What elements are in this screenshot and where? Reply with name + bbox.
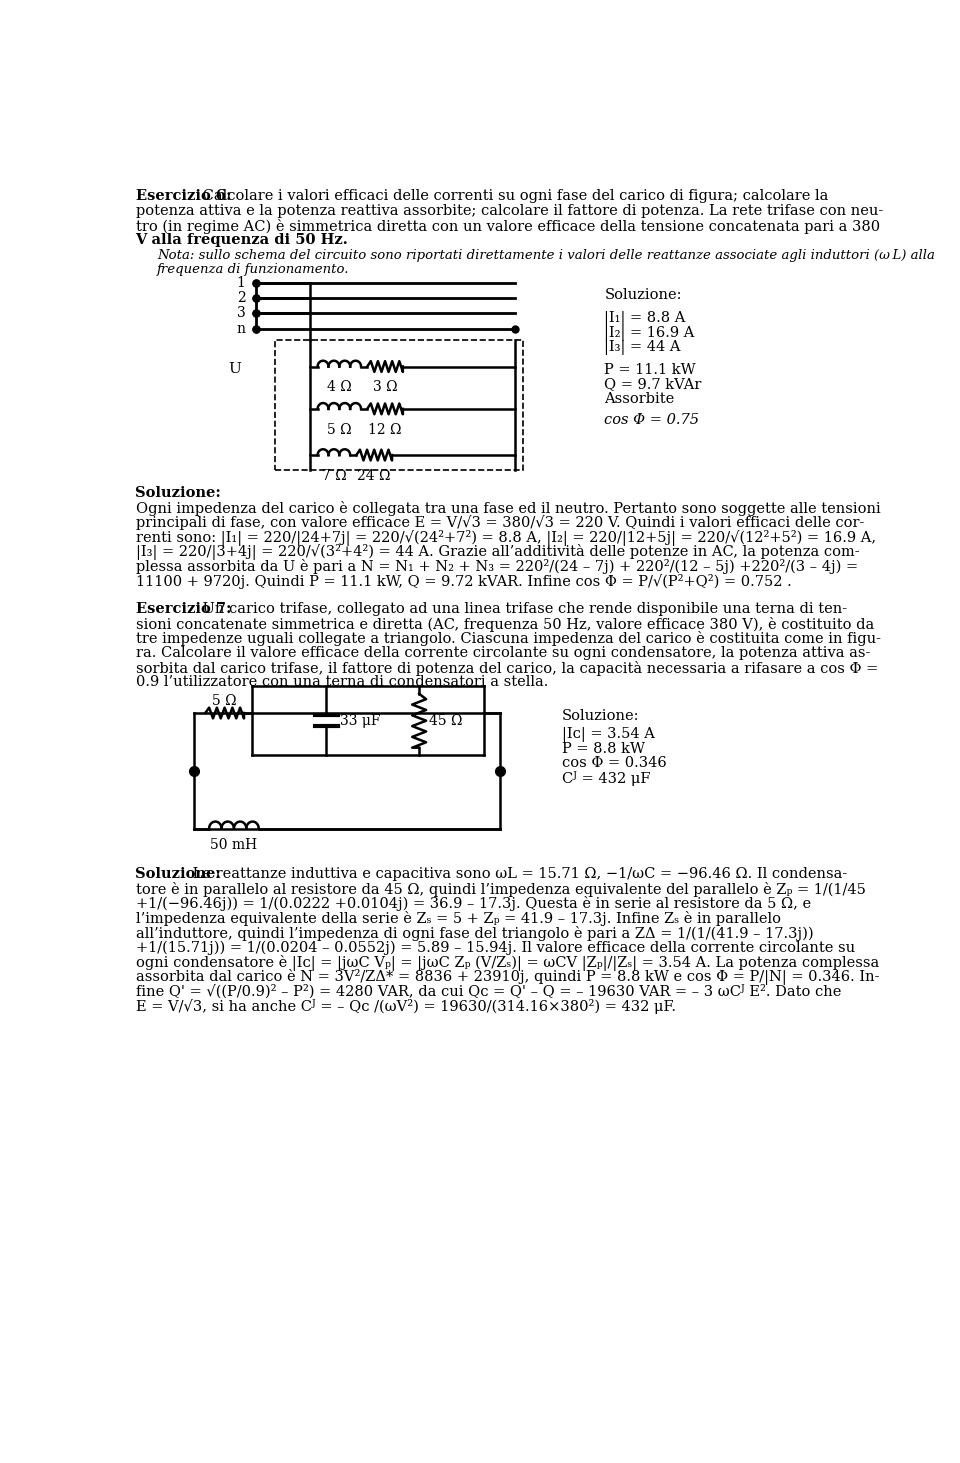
- Text: 24 Ω: 24 Ω: [357, 470, 391, 483]
- Text: 45 Ω: 45 Ω: [429, 714, 463, 727]
- Text: cos Φ = 0.75: cos Φ = 0.75: [605, 413, 700, 427]
- Text: assorbita dal carico è N = 3V²/ZΔ* = 8836 + 23910j, quindi P = 8.8 kW e cos Φ = : assorbita dal carico è N = 3V²/ZΔ* = 883…: [135, 970, 879, 986]
- Text: P = 8.8 kW: P = 8.8 kW: [562, 742, 645, 755]
- Text: fine Q' = √((P/0.9)² – P²) = 4280 VAR, da cui Qᴄ = Q' – Q = – 19630 VAR = – 3 ωC: fine Q' = √((P/0.9)² – P²) = 4280 VAR, d…: [135, 985, 841, 998]
- Text: tore è in parallelo al resistore da 45 Ω, quindi l’impedenza equivalente del par: tore è in parallelo al resistore da 45 Ω…: [135, 882, 865, 897]
- Text: potenza attiva e la potenza reattiva assorbite; calcolare il fattore di potenza.: potenza attiva e la potenza reattiva ass…: [135, 203, 883, 218]
- Text: plessa assorbita da U è pari a N = N₁ + N₂ + N₃ = 220²/(24 – 7j) + 220²/(12 – 5j: plessa assorbita da U è pari a N = N₁ + …: [135, 559, 857, 573]
- Text: 5 Ω: 5 Ω: [212, 693, 237, 708]
- Text: n: n: [236, 322, 246, 336]
- Text: V alla frequenza di 50 Hz.: V alla frequenza di 50 Hz.: [135, 233, 348, 247]
- Text: Esercizio 6:: Esercizio 6:: [135, 189, 231, 203]
- Text: ogni condensatore è |Iᴄ| = |jωC Vₚ| = |jωC Zₚ (V/Zₛ)| = ωCV |Zₚ|/|Zₛ| = 3.54 A. : ogni condensatore è |Iᴄ| = |jωC Vₚ| = |j…: [135, 955, 878, 971]
- Text: 1: 1: [237, 275, 246, 290]
- Text: Nota: sullo schema del circuito sono riportati direttamente i valori delle reatt: Nota: sullo schema del circuito sono rip…: [157, 250, 935, 262]
- Text: all’induttore, quindi l’impedenza di ogni fase del triangolo è pari a ZΔ = 1/(1/: all’induttore, quindi l’impedenza di ogn…: [135, 926, 813, 941]
- Text: sioni concatenate simmetrica e diretta (AC, frequenza 50 Hz, valore efficace 380: sioni concatenate simmetrica e diretta (…: [135, 617, 874, 632]
- Text: |Iᴄ| = 3.54 A: |Iᴄ| = 3.54 A: [562, 727, 655, 742]
- Text: Q = 9.7 kVAr: Q = 9.7 kVAr: [605, 377, 702, 391]
- Text: |I₃| = 44 A: |I₃| = 44 A: [605, 341, 681, 356]
- Text: 50 mH: 50 mH: [210, 838, 257, 851]
- Text: Ogni impedenza del carico è collegata tra una fase ed il neutro. Pertanto sono s: Ogni impedenza del carico è collegata tr…: [135, 500, 880, 515]
- Text: 3 Ω: 3 Ω: [372, 380, 397, 395]
- Text: Un carico trifase, collegato ad una linea trifase che rende disponibile una tern: Un carico trifase, collegato ad una line…: [198, 603, 847, 616]
- Text: Soluzione:: Soluzione:: [135, 868, 222, 881]
- Text: Cᴶ = 432 μF: Cᴶ = 432 μF: [562, 771, 650, 786]
- Text: +1/(15.71j)) = 1/(0.0204 – 0.0552j) = 5.89 – 15.94j. Il valore efficace della co: +1/(15.71j)) = 1/(0.0204 – 0.0552j) = 5.…: [135, 941, 854, 954]
- Text: P = 11.1 kW: P = 11.1 kW: [605, 363, 696, 376]
- Text: 7 Ω: 7 Ω: [322, 470, 347, 483]
- Text: Calcolare i valori efficaci delle correnti su ogni fase del carico di figura; ca: Calcolare i valori efficaci delle corren…: [198, 189, 828, 203]
- Text: 0.9 l’utilizzatore con una terna di condensatori a stella.: 0.9 l’utilizzatore con una terna di cond…: [135, 676, 548, 689]
- Bar: [275, 339, 523, 471]
- Text: 33 μF: 33 μF: [340, 714, 380, 727]
- Text: 4 Ω: 4 Ω: [327, 380, 351, 395]
- Text: Assorbite: Assorbite: [605, 392, 675, 405]
- Text: Esercizio 7:: Esercizio 7:: [135, 603, 231, 616]
- Text: |I₁| = 8.8 A: |I₁| = 8.8 A: [605, 312, 685, 326]
- Text: |I₃| = 220/|3+4j| = 220/√(3²+4²) = 44 A. Grazie all’additività delle potenze in : |I₃| = 220/|3+4j| = 220/√(3²+4²) = 44 A.…: [135, 544, 859, 560]
- Text: principali di fase, con valore efficace E = V/√3 = 380/√3 = 220 V. Quindi i valo: principali di fase, con valore efficace …: [135, 515, 864, 530]
- Text: 11100 + 9720j. Quindi P = 11.1 kW, Q = 9.72 kVAR. Infine cos Φ = P/√(P²+Q²) = 0.: 11100 + 9720j. Quindi P = 11.1 kW, Q = 9…: [135, 573, 791, 588]
- Text: ra. Calcolare il valore efficace della corrente circolante su ogni condensatore,: ra. Calcolare il valore efficace della c…: [135, 647, 870, 660]
- Text: tre impedenze uguali collegate a triangolo. Ciascuna impedenza del carico è cost: tre impedenze uguali collegate a triango…: [135, 632, 880, 647]
- Text: l’impedenza equivalente della serie è Zₛ = 5 + Zₚ = 41.9 – 17.3j. Infine Zₛ è in: l’impedenza equivalente della serie è Zₛ…: [135, 911, 780, 926]
- Text: Soluzione:: Soluzione:: [562, 710, 639, 723]
- Text: renti sono: |I₁| = 220/|24+7j| = 220/√(24²+7²) = 8.8 A, |I₂| = 220/|12+5j| = 220: renti sono: |I₁| = 220/|24+7j| = 220/√(2…: [135, 530, 876, 546]
- Text: 3: 3: [237, 306, 246, 320]
- Text: Soluzione:: Soluzione:: [605, 288, 682, 301]
- Text: tro (in regime AC) è simmetrica diretta con un valore efficace della tensione co: tro (in regime AC) è simmetrica diretta …: [135, 218, 879, 234]
- Text: sorbita dal carico trifase, il fattore di potenza del carico, la capacità necess: sorbita dal carico trifase, il fattore d…: [135, 661, 877, 676]
- Text: 5 Ω: 5 Ω: [327, 423, 351, 437]
- Text: E = V/√3, si ha anche Cᴶ = – Qᴄ /(ωV²) = 19630/(314.16×380²) = 432 μF.: E = V/√3, si ha anche Cᴶ = – Qᴄ /(ωV²) =…: [135, 999, 676, 1014]
- Text: |I₂| = 16.9 A: |I₂| = 16.9 A: [605, 326, 695, 341]
- Text: U: U: [228, 361, 241, 376]
- Text: cos Φ = 0.346: cos Φ = 0.346: [562, 756, 666, 770]
- Text: Le reattanze induttiva e capacitiva sono ωL = 15.71 Ω, −1/ωC = −96.46 Ω. Il cond: Le reattanze induttiva e capacitiva sono…: [188, 868, 848, 881]
- Text: Soluzione:: Soluzione:: [135, 486, 222, 500]
- Text: 12 Ω: 12 Ω: [369, 423, 402, 437]
- Text: 2: 2: [237, 291, 246, 304]
- Text: +1/(−96.46j)) = 1/(0.0222 +0.0104j) = 36.9 – 17.3j. Questa è in serie al resisto: +1/(−96.46j)) = 1/(0.0222 +0.0104j) = 36…: [135, 897, 810, 911]
- Text: frequenza di funzionamento.: frequenza di funzionamento.: [157, 262, 349, 275]
